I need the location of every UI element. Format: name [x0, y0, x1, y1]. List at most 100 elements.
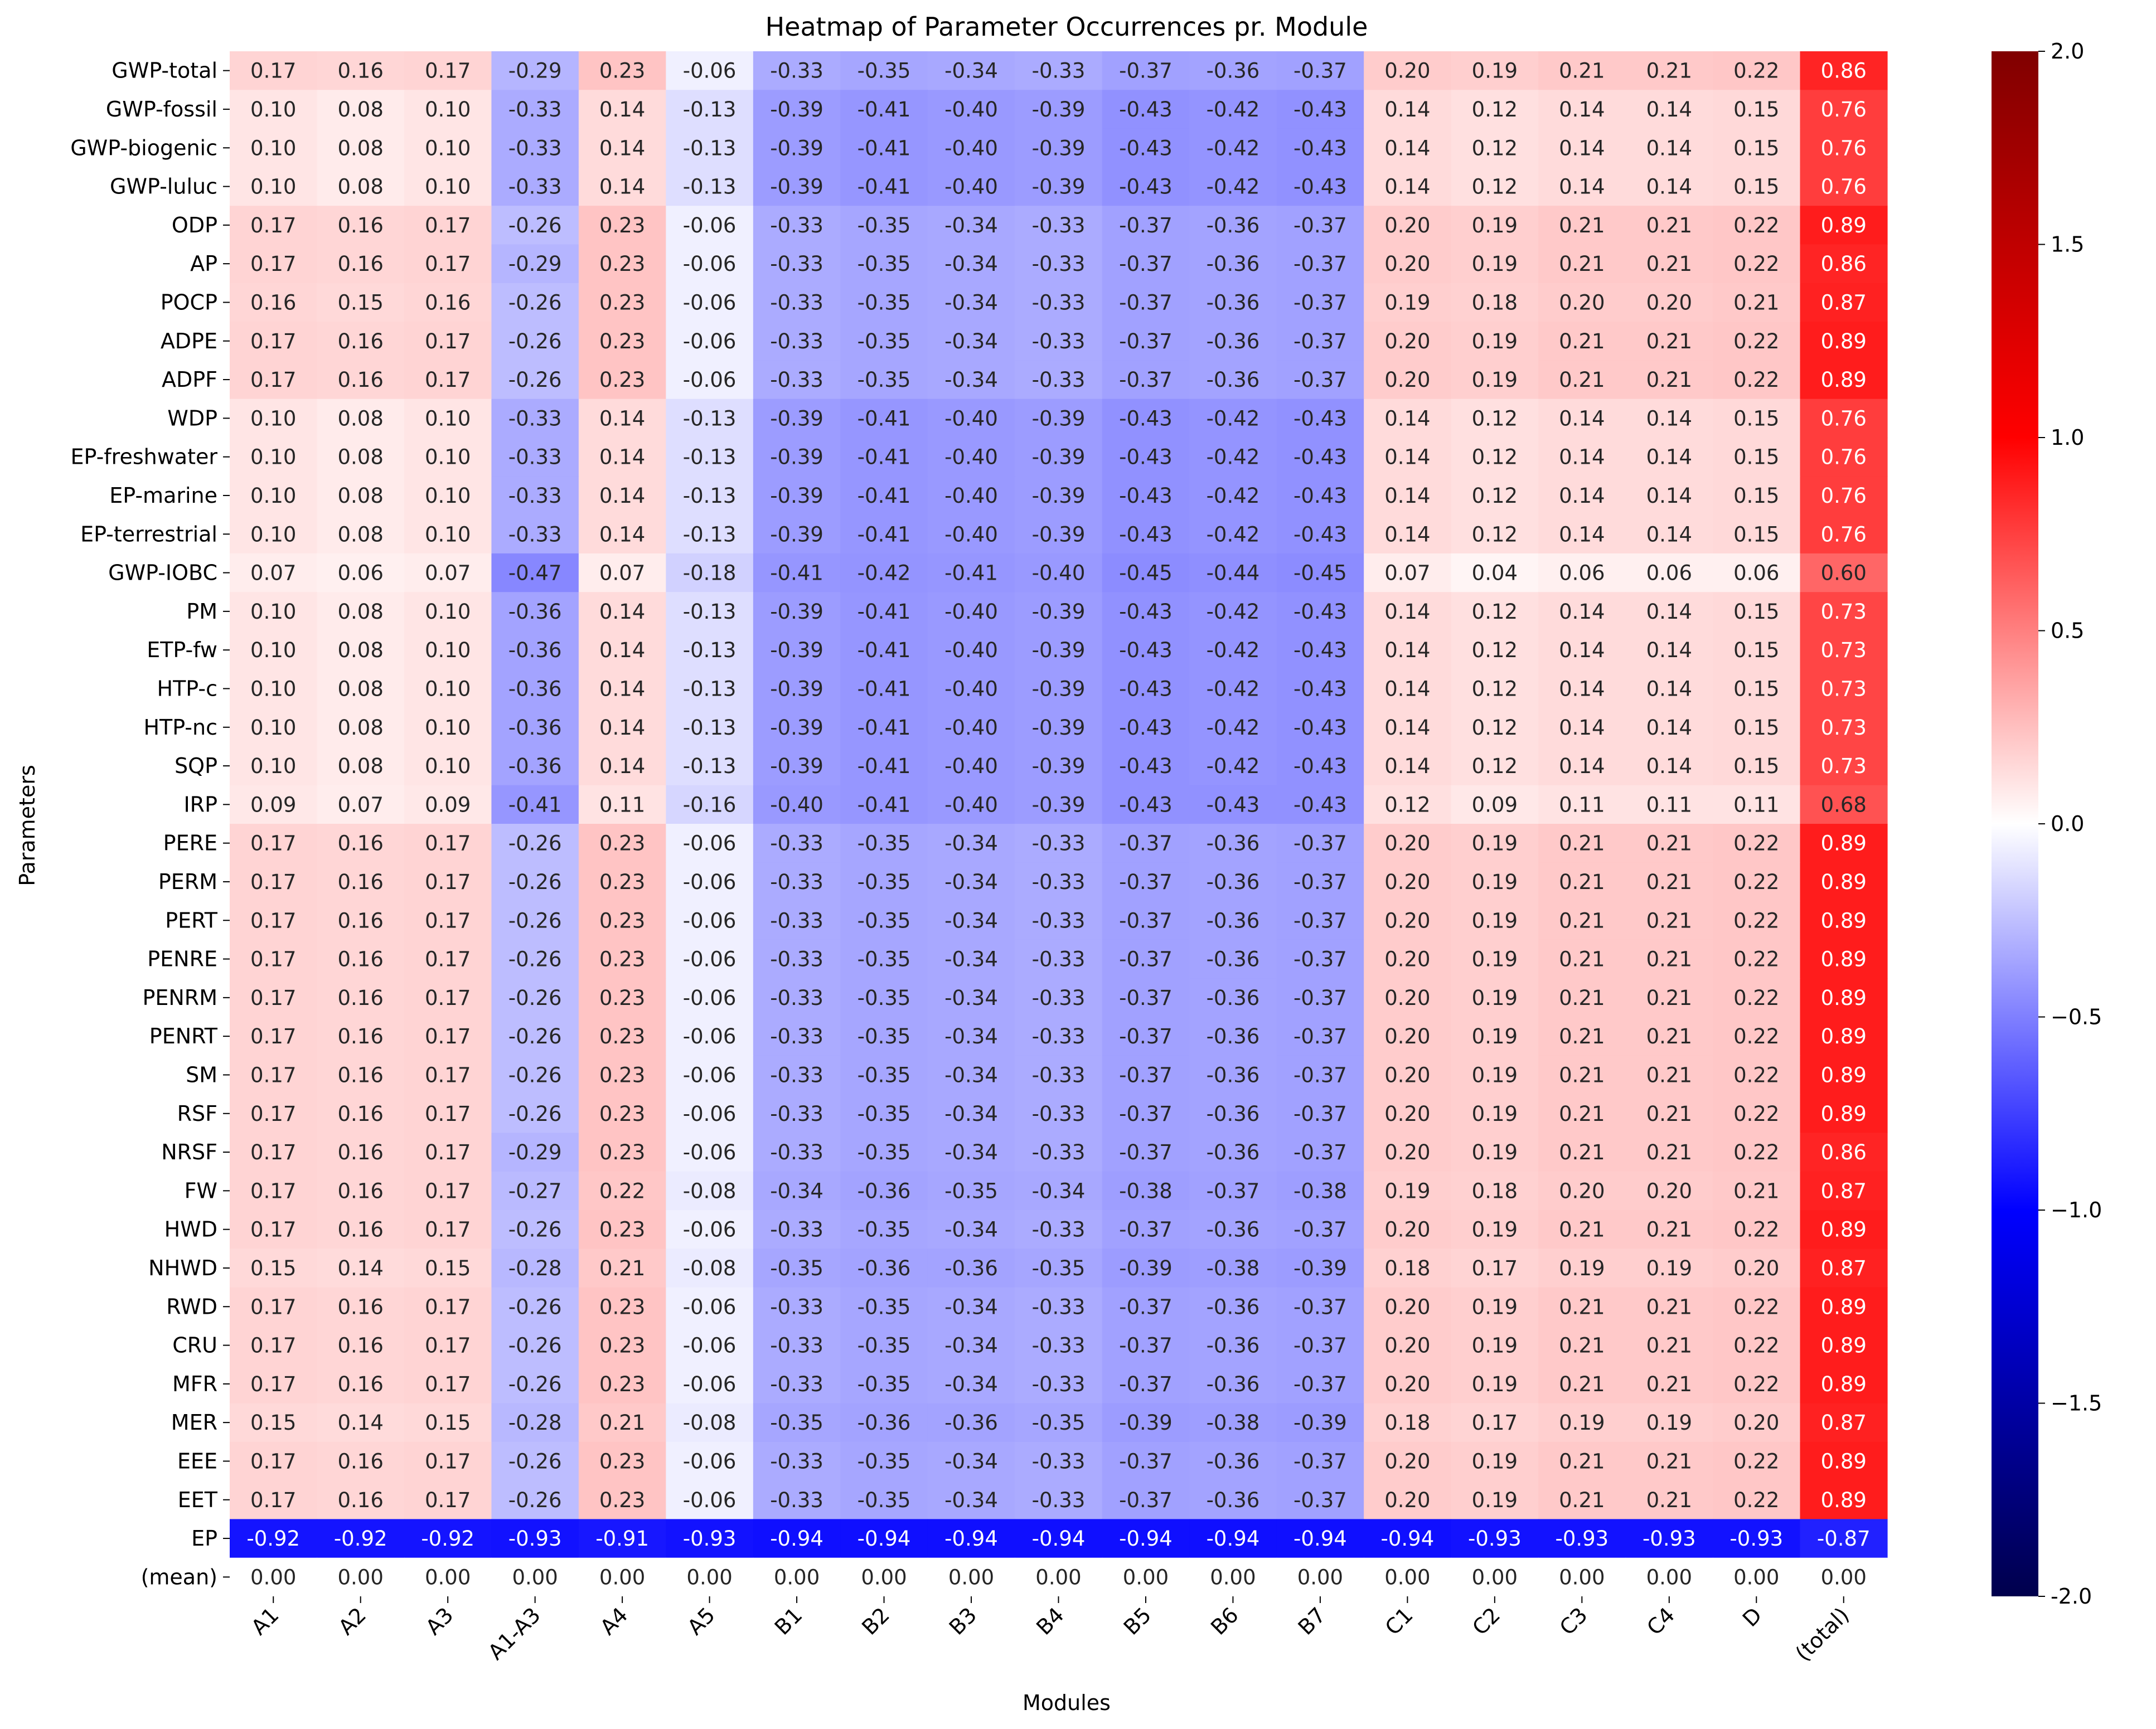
- heatmap-cell: [1189, 553, 1277, 592]
- cell-value-label: 0.89: [1821, 1063, 1867, 1087]
- heatmap-cell: [317, 514, 405, 554]
- cell-value-label: -0.13: [683, 677, 737, 701]
- heatmap-cell: [1713, 399, 1801, 438]
- cell-value-label: 0.15: [425, 1411, 471, 1435]
- heatmap-cell: [1713, 167, 1801, 206]
- row-tick-label: EP-marine: [109, 483, 217, 508]
- cell-value-label: 0.14: [1646, 716, 1692, 740]
- cell-value-label: -0.18: [683, 561, 737, 585]
- heatmap-cell: [666, 283, 754, 322]
- cell-value-label: -0.37: [1293, 1140, 1347, 1164]
- cell-value-label: -0.94: [944, 1527, 998, 1551]
- heatmap-cell: [1276, 669, 1364, 708]
- heatmap-cell: [230, 360, 318, 400]
- heatmap-cell: [927, 1403, 1015, 1443]
- cell-value-label: 0.23: [599, 1024, 645, 1048]
- cell-value-label: 0.23: [599, 870, 645, 894]
- heatmap-cell: [578, 1480, 666, 1519]
- heatmap-cell: [1800, 167, 1888, 206]
- heatmap-cell: [1015, 1519, 1103, 1558]
- column-tick-label: C1: [1380, 1602, 1418, 1640]
- cell-value-label: 0.15: [250, 1411, 296, 1435]
- heatmap-cell: [230, 1133, 318, 1172]
- row-tick-label: PERE: [163, 831, 217, 856]
- cell-value-label: 0.15: [1733, 716, 1779, 740]
- heatmap-cell: [1451, 438, 1539, 477]
- heatmap-cell: [1189, 128, 1277, 168]
- heatmap-cell: [753, 1249, 841, 1288]
- heatmap-cell: [404, 1519, 492, 1558]
- heatmap-cell: [1625, 708, 1713, 747]
- heatmap-cell: [1276, 978, 1364, 1018]
- cell-value-label: 0.17: [425, 870, 471, 894]
- cell-value-label: -0.37: [1293, 832, 1347, 856]
- heatmap-cell: [578, 1364, 666, 1404]
- cell-value-label: 0.00: [1123, 1565, 1169, 1589]
- cell-value-label: 0.17: [425, 368, 471, 392]
- cell-value-label: 0.16: [338, 1218, 384, 1242]
- cell-value-label: -0.16: [683, 793, 737, 817]
- cell-value-label: 0.17: [250, 948, 296, 972]
- cell-value-label: 0.19: [1559, 1411, 1605, 1435]
- heatmap-cell: [1189, 824, 1277, 863]
- heatmap-cell: [491, 901, 579, 940]
- cell-value-label: 0.23: [599, 1063, 645, 1087]
- heatmap-cell: [230, 476, 318, 516]
- heatmap-cell: [404, 206, 492, 245]
- heatmap-cell: [666, 1017, 754, 1056]
- cell-value-label: 0.14: [1559, 754, 1605, 778]
- cell-value-label: -0.26: [508, 329, 562, 353]
- heatmap-cell: [1451, 244, 1539, 284]
- heatmap-cell: [1625, 1403, 1713, 1443]
- heatmap-cell: [1364, 708, 1452, 747]
- cell-value-label: 0.19: [1472, 329, 1518, 353]
- cell-value-label: -0.33: [1032, 1140, 1086, 1164]
- cell-value-label: -0.40: [944, 98, 998, 122]
- heatmap-cell: [753, 939, 841, 979]
- heatmap-cell: [1276, 476, 1364, 516]
- cell-value-label: -0.34: [944, 213, 998, 237]
- cell-value-label: 0.14: [1559, 406, 1605, 430]
- heatmap-cell: [404, 1557, 492, 1597]
- heatmap-cell: [1713, 901, 1801, 940]
- heatmap-cell: [753, 1519, 841, 1558]
- heatmap-cell: [1451, 1441, 1539, 1481]
- heatmap-cell: [666, 1519, 754, 1558]
- cell-value-label: 0.00: [1559, 1565, 1605, 1589]
- heatmap-cell: [1189, 862, 1277, 902]
- cell-value-label: -0.42: [1207, 522, 1260, 546]
- heatmap-cell: [1102, 128, 1190, 168]
- cell-value-label: -0.42: [1207, 716, 1260, 740]
- cell-value-label: 0.11: [1559, 793, 1605, 817]
- heatmap-cell: [666, 476, 754, 516]
- heatmap-cell: [1102, 1249, 1190, 1288]
- cell-value-label: 0.21: [1646, 1334, 1692, 1358]
- cell-value-label: -0.37: [1119, 1449, 1173, 1473]
- heatmap-cell: [666, 1171, 754, 1211]
- heatmap-cell: [1625, 1171, 1713, 1211]
- heatmap-cell: [927, 1325, 1015, 1365]
- heatmap-cell: [1276, 939, 1364, 979]
- cell-value-label: 0.73: [1821, 600, 1867, 624]
- heatmap-cell: [578, 824, 666, 863]
- cell-value-label: -0.28: [508, 1256, 562, 1280]
- cell-value-label: -0.39: [1032, 522, 1086, 546]
- heatmap-cell: [491, 1557, 579, 1597]
- heatmap-cell: [1015, 128, 1103, 168]
- heatmap-cell: [1102, 1364, 1190, 1404]
- cell-value-label: 0.21: [1559, 1488, 1605, 1512]
- cell-value-label: 0.22: [1733, 1140, 1779, 1164]
- heatmap-cell: [1015, 630, 1103, 670]
- heatmap-cell: [1538, 1519, 1626, 1558]
- heatmap-cell: [840, 244, 928, 284]
- cell-value-label: 0.21: [1733, 290, 1779, 314]
- heatmap-cell: [1800, 746, 1888, 786]
- cell-value-label: -0.39: [1032, 793, 1086, 817]
- heatmap-cell: [578, 1403, 666, 1443]
- heatmap-cell: [1189, 1055, 1277, 1095]
- row-tick-label: AP: [190, 251, 217, 276]
- cell-value-label: -0.39: [770, 136, 823, 160]
- heatmap-cell: [230, 1364, 318, 1404]
- cell-value-label: 0.14: [1384, 445, 1430, 469]
- cell-value-label: 0.00: [425, 1565, 471, 1589]
